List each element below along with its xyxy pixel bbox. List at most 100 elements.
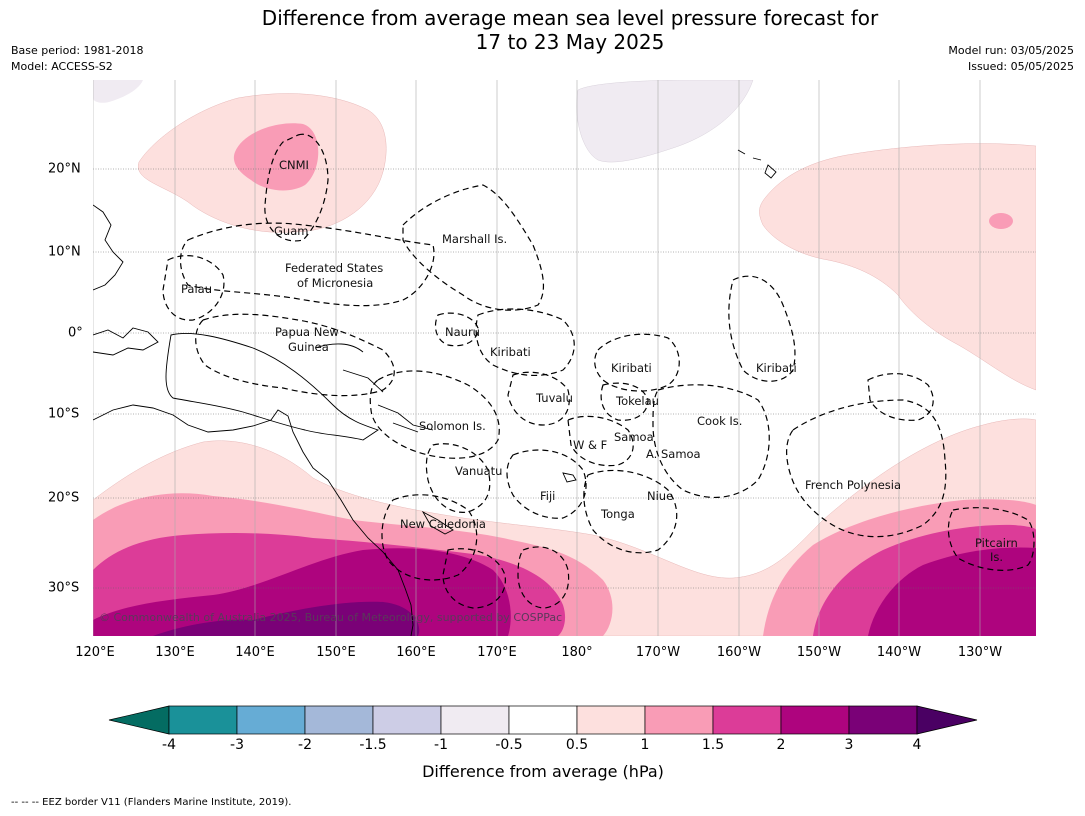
place-labels: CNMI Guam Marshall Is. Federated States … [181,158,1018,564]
eez-new-caledonia [381,494,478,581]
eez-cook [652,384,770,499]
coast-new-caledonia [421,510,454,535]
x-tick-1: 130°E [155,645,195,660]
eez-vanuatu [425,443,491,513]
colorbar-label-10: 3 [844,737,854,753]
label-wallis-futuna: W & F [573,438,607,452]
copyright-credit: © Commonwealth of Australia 2025, Bureau… [99,611,562,624]
colorbar-title: Difference from average (hPa) [422,762,664,781]
anomaly-purple-se [868,547,1036,636]
y-tick-3: 10°S [48,406,80,422]
colorbar-bin-10 [848,705,918,735]
title-line-2: 17 to 23 May 2025 [475,30,665,54]
x-tick-0: 120°E [75,645,115,660]
colorbar-label-8: 1.5 [701,737,725,753]
title-line-1: Difference from average mean sea level p… [261,6,879,30]
coast-solomons [377,404,434,433]
x-tick-3: 150°E [316,645,356,660]
anomaly-pink-ne-spot [989,213,1013,229]
label-cnmi: CNMI [279,158,309,172]
label-fsm-1: Federated States [285,261,383,275]
eez-kermadec [517,546,570,609]
y-tick-1: 10°N [48,244,81,260]
x-tick-4: 160°E [396,645,436,660]
pressure-anomaly-map: CNMI Guam Marshall Is. Federated States … [93,80,1036,636]
y-tick-2: 0° [68,325,83,341]
label-palau: Palau [181,282,212,296]
colorbar-label-0: -4 [162,737,176,753]
coast-fiji [562,472,577,483]
y-tick-5: 30°S [48,580,80,596]
coast-sulawesi [93,327,159,356]
model-name: Model: ACCESS-S2 [11,60,113,73]
colorbar-over-triangle [916,705,978,735]
model-run: Model run: 03/05/2025 [948,44,1074,57]
eez-kiribati-east [728,275,796,382]
label-solomon: Solomon Is. [419,419,486,433]
colorbar-bin-8 [712,705,782,735]
y-tick-0: 20°N [48,161,81,177]
label-new-caledonia: New Caledonia [400,517,486,531]
colorbar-label-4: -1 [434,737,448,753]
chart-title: Difference from average mean sea level p… [0,6,1085,54]
x-tick-11: 130°W [957,645,1003,660]
coast-bismarck [314,343,384,393]
base-period: Base period: 1981-2018 [11,44,144,57]
colorbar-bin-6 [576,705,646,735]
anomaly-light-pink-ne [759,143,1036,391]
eez-french-polynesia [786,399,947,538]
x-tick-10: 140°W [876,645,922,660]
colorbar-label-6: 0.5 [565,737,589,753]
issued-date: Issued: 05/05/2025 [967,60,1074,73]
colorbar-under-triangle [108,705,170,735]
coast-hawaii [737,149,777,179]
eez-fsm [179,222,435,307]
colorbar-bin-9 [780,705,850,735]
colorbar-bin-1 [236,705,306,735]
colorbar-label-3: -1.5 [359,737,387,753]
colorbar-label-9: 2 [776,737,786,753]
label-nauru: Nauru [445,325,480,339]
eez-marshall [402,184,544,311]
grid-lines [93,168,1036,589]
anomaly-light-purple-north [576,80,754,163]
colorbar-bin-7 [644,705,714,735]
colorbar-label-11: 4 [912,737,922,753]
label-pitcairn-2: Is. [990,550,1003,564]
colorbar-label-2: -2 [298,737,312,753]
eez-palau [162,255,225,321]
x-tick-8: 160°W [716,645,762,660]
eez-tuvalu [507,371,570,426]
label-cook: Cook Is. [697,414,742,428]
label-tonga: Tonga [600,507,635,521]
colorbar-label-7: 1 [640,737,650,753]
label-marshall: Marshall Is. [442,232,507,246]
label-kiribati-1: Kiribati [490,345,531,359]
x-tick-7: 170°W [635,645,681,660]
anomaly-light-purple-nw [93,80,143,103]
colorbar [108,705,978,735]
y-tick-4: 20°S [48,490,80,506]
coast-philippines [93,204,124,291]
label-american-samoa: A. Samoa [646,447,701,461]
x-tick-9: 150°W [796,645,842,660]
anomaly-dark-purple-south [153,601,420,636]
eez-tokelau [600,382,649,421]
x-tick-5: 170°E [477,645,517,660]
eez-png [195,313,395,397]
eez-nauru [434,312,479,347]
x-tick-6: 180° [561,645,593,660]
coast-new-guinea [165,333,380,441]
label-png-1: Papua New [275,325,339,339]
label-tuvalu: Tuvalu [535,391,573,405]
eez-wallis-samoa [567,415,634,467]
meridian-lines [93,80,981,636]
colorbar-bin-3 [372,705,442,735]
label-fiji: Fiji [540,489,555,503]
colorbar-bin-4 [440,705,510,735]
meta-left: Base period: 1981-2018 Model: ACCESS-S2 [11,43,143,75]
meta-right: Model run: 03/05/2025 Issued: 05/05/2025 [948,43,1074,75]
eez-fiji [506,449,587,519]
label-pitcairn-1: Pitcairn [975,536,1018,550]
colorbar-bin-2 [304,705,374,735]
